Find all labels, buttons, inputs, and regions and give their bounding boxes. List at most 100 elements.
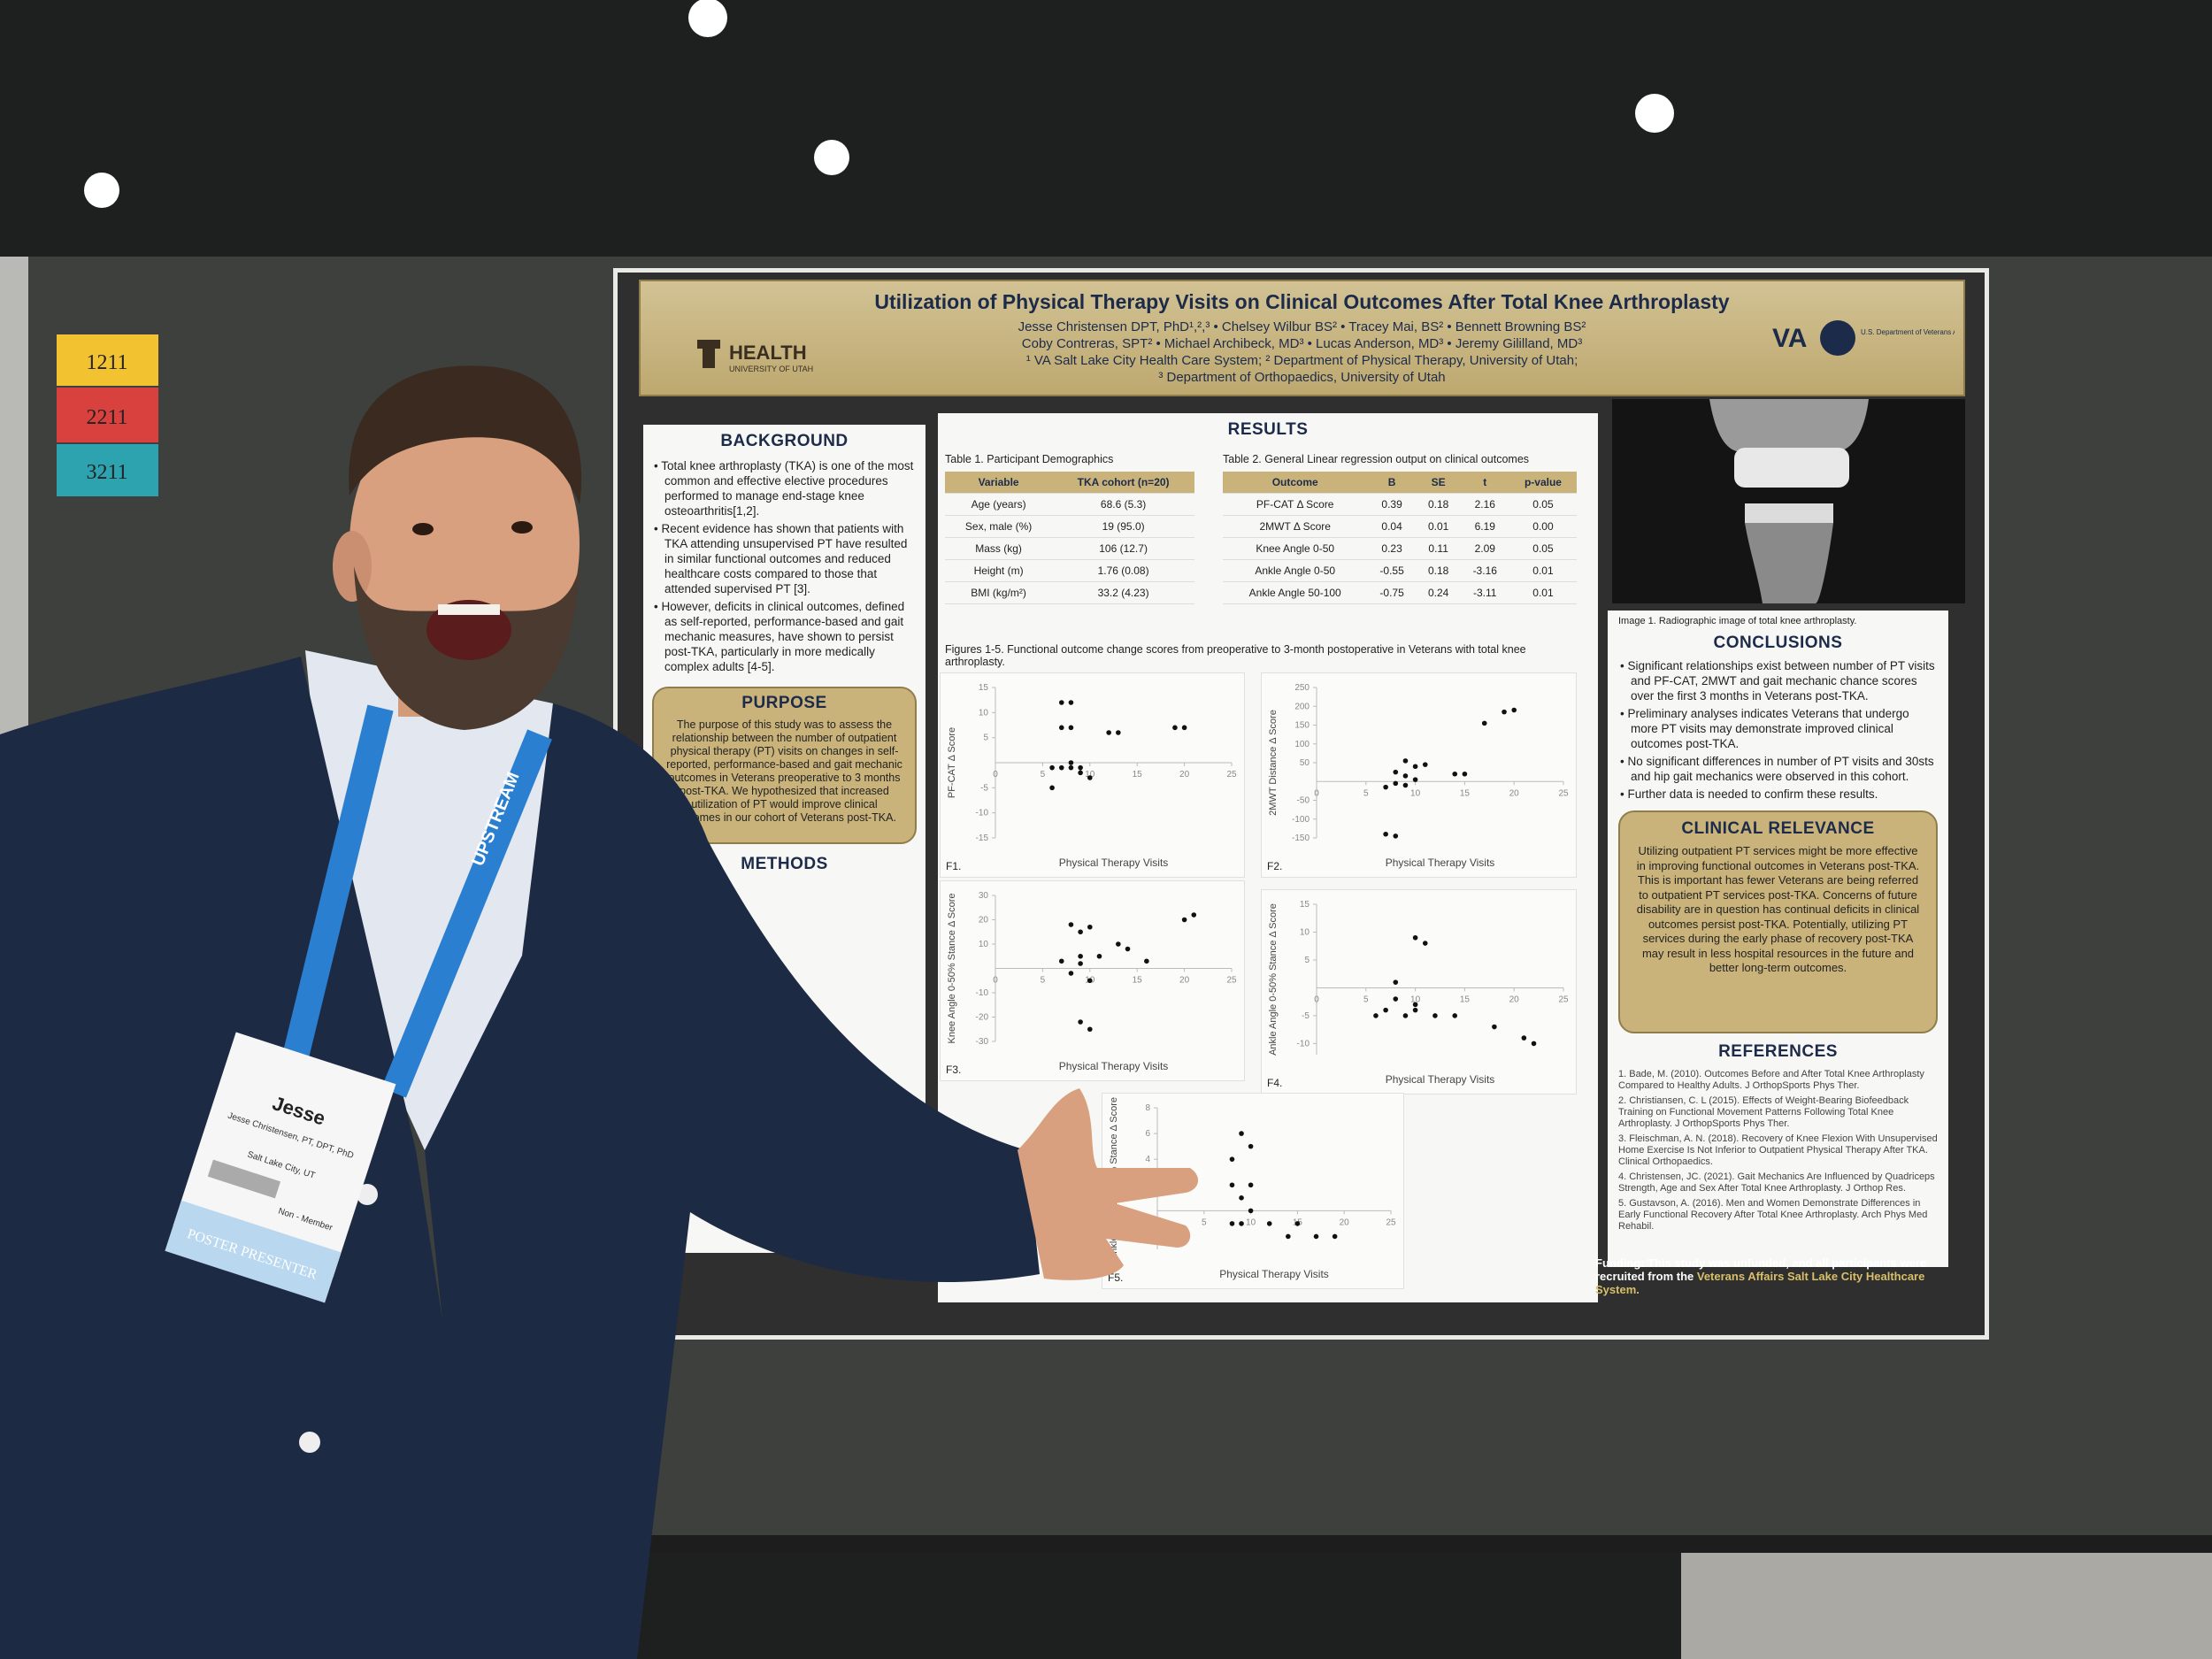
list-item: Coby Contreras, SPT² • Michael Archibeck… bbox=[1021, 336, 1583, 351]
table-cell: 1.76 (0.08) bbox=[1052, 559, 1194, 582]
y-tick-label: -10 bbox=[976, 809, 989, 818]
x-tick-label: 20 bbox=[1179, 770, 1190, 780]
table-cell: -0.55 bbox=[1367, 559, 1417, 582]
data-point bbox=[1452, 771, 1458, 777]
funding-text: Funding: This study was unfunded, and al… bbox=[1595, 1256, 1927, 1283]
logo-mark bbox=[697, 340, 720, 368]
data-point bbox=[1106, 730, 1111, 735]
section-heading: BACKGROUND bbox=[720, 432, 849, 450]
booth-number: 1211 bbox=[86, 351, 127, 374]
x-axis-label: Physical Therapy Visits bbox=[1059, 1060, 1169, 1072]
table-cell: 0.04 bbox=[1367, 515, 1417, 538]
list-item: ¹ VA Salt Lake City Health Care System; … bbox=[1025, 353, 1578, 368]
femur bbox=[1709, 399, 1869, 452]
data-point bbox=[1239, 1221, 1244, 1226]
results-panel: RESULTS Table 1. Participant Demographic… bbox=[938, 413, 1598, 1302]
data-point bbox=[1422, 941, 1428, 946]
x-tick-label: 25 bbox=[1226, 976, 1237, 986]
table-header-row: Variable TKA cohort (n=20) bbox=[945, 472, 1194, 494]
list-item: Further data is needed to confirm these … bbox=[1618, 787, 1938, 802]
y-tick-label: -2 bbox=[1142, 1232, 1150, 1241]
y-axis-label: Knee Angle 0-50% Stance Δ Score bbox=[947, 893, 957, 1043]
x-tick-label: 15 bbox=[1133, 770, 1143, 780]
implant bbox=[1734, 448, 1849, 488]
data-point bbox=[1373, 1013, 1379, 1018]
x-axis-label: Physical Therapy Visits bbox=[1219, 1268, 1329, 1280]
x-axis-label: Physical Therapy Visits bbox=[1386, 1073, 1495, 1086]
list-item: 3. Fleischman, A. N. (2018). Recovery of… bbox=[1618, 1133, 1938, 1167]
table-header-cell: B bbox=[1367, 472, 1417, 494]
y-tick-label: -5 bbox=[1302, 1011, 1310, 1021]
data-point bbox=[1087, 924, 1093, 930]
data-point bbox=[1402, 782, 1409, 788]
board-edge bbox=[28, 1535, 2212, 1553]
data-point bbox=[1294, 1221, 1301, 1226]
figure-label: F4. bbox=[1267, 1077, 1282, 1089]
table-cell: 0.39 bbox=[1367, 493, 1417, 516]
data-point bbox=[1229, 1182, 1235, 1188]
y-tick-label: 15 bbox=[979, 683, 989, 693]
x-tick-label: 20 bbox=[1340, 1217, 1350, 1227]
list-item: No significant differences in number of … bbox=[1618, 754, 1938, 784]
table-cell: 0.11 bbox=[1416, 537, 1461, 560]
data-point bbox=[1087, 775, 1093, 780]
y-tick-label: 5 bbox=[1304, 956, 1310, 965]
data-point bbox=[1068, 700, 1074, 705]
data-point bbox=[1502, 709, 1507, 715]
table-cell: 2.16 bbox=[1460, 493, 1509, 516]
data-point bbox=[1402, 1013, 1409, 1018]
y-tick-label: 250 bbox=[1294, 683, 1310, 693]
x-tick-label: 0 bbox=[1314, 995, 1319, 1004]
y-tick-label: -150 bbox=[1292, 833, 1310, 843]
data-point bbox=[1078, 770, 1083, 776]
list-item: 2. Christiansen, C. L (2015). Effects of… bbox=[1618, 1095, 1909, 1129]
data-point bbox=[1393, 833, 1399, 839]
table-cell: 0.05 bbox=[1509, 537, 1577, 560]
data-point bbox=[1058, 725, 1064, 731]
data-point bbox=[1393, 996, 1399, 1002]
x-tick-label: 0 bbox=[993, 976, 998, 986]
section-heading: METHODS bbox=[741, 855, 828, 873]
data-point bbox=[1432, 1013, 1438, 1018]
x-tick-label: 5 bbox=[1202, 1217, 1207, 1227]
logo-subtext: U.S. Department of Veterans Affairs bbox=[1861, 328, 1955, 336]
y-tick-label: -20 bbox=[976, 1013, 989, 1023]
y-tick-label: 150 bbox=[1294, 721, 1310, 731]
x-tick-label: 10 bbox=[1246, 1217, 1256, 1227]
section-heading: PURPOSE bbox=[741, 694, 827, 712]
y-tick-label: 8 bbox=[1145, 1103, 1150, 1113]
y-tick-label: 10 bbox=[1300, 927, 1310, 937]
list-item: Preliminary analyses indicates Veterans … bbox=[1618, 706, 1938, 751]
table-cell: 0.18 bbox=[1416, 559, 1461, 582]
x-tick-label: 10 bbox=[1410, 995, 1421, 1004]
section-heading: REFERENCES bbox=[1718, 1042, 1838, 1061]
data-point bbox=[1087, 1026, 1093, 1033]
x-tick-label: 20 bbox=[1509, 788, 1520, 798]
data-point bbox=[1393, 979, 1399, 985]
data-point bbox=[1181, 917, 1187, 923]
table-cell: 19 (95.0) bbox=[1052, 515, 1194, 538]
list-item: Jesse Christensen DPT, PhD¹,²,³ • Chelse… bbox=[1018, 319, 1586, 334]
list-item: 4. Christensen, JC. (2021). Gait Mechani… bbox=[1618, 1171, 1935, 1194]
data-point bbox=[1078, 929, 1083, 935]
section-heading: RESULTS bbox=[1227, 420, 1309, 439]
clinical-relevance-text: Utilizing outpatient PT services might b… bbox=[1636, 844, 1920, 974]
x-axis-label: Physical Therapy Visits bbox=[1386, 856, 1495, 869]
x-tick-label: 25 bbox=[1226, 770, 1237, 780]
data-point bbox=[1058, 700, 1064, 705]
figure-label: F1. bbox=[946, 860, 961, 872]
scatter-plot: 0 5 10 15 20 25 250 200 150 100 50 -50 -100 -150 Physi… bbox=[1261, 672, 1577, 878]
x-tick-label: 20 bbox=[1179, 976, 1190, 986]
booth-sign bbox=[57, 444, 158, 496]
y-tick-label: -10 bbox=[976, 988, 989, 998]
table-cell: 0.18 bbox=[1416, 493, 1461, 516]
data-point bbox=[1402, 758, 1409, 764]
tibia bbox=[1745, 523, 1833, 603]
table-cell: Ankle Angle 0-50 bbox=[1223, 559, 1368, 582]
list-item: 1. Bade, M. (2010). Outcomes Before and … bbox=[1618, 1069, 1924, 1091]
x-tick-label: 10 bbox=[1085, 770, 1095, 780]
table-cell: Sex, male (%) bbox=[945, 515, 1053, 538]
